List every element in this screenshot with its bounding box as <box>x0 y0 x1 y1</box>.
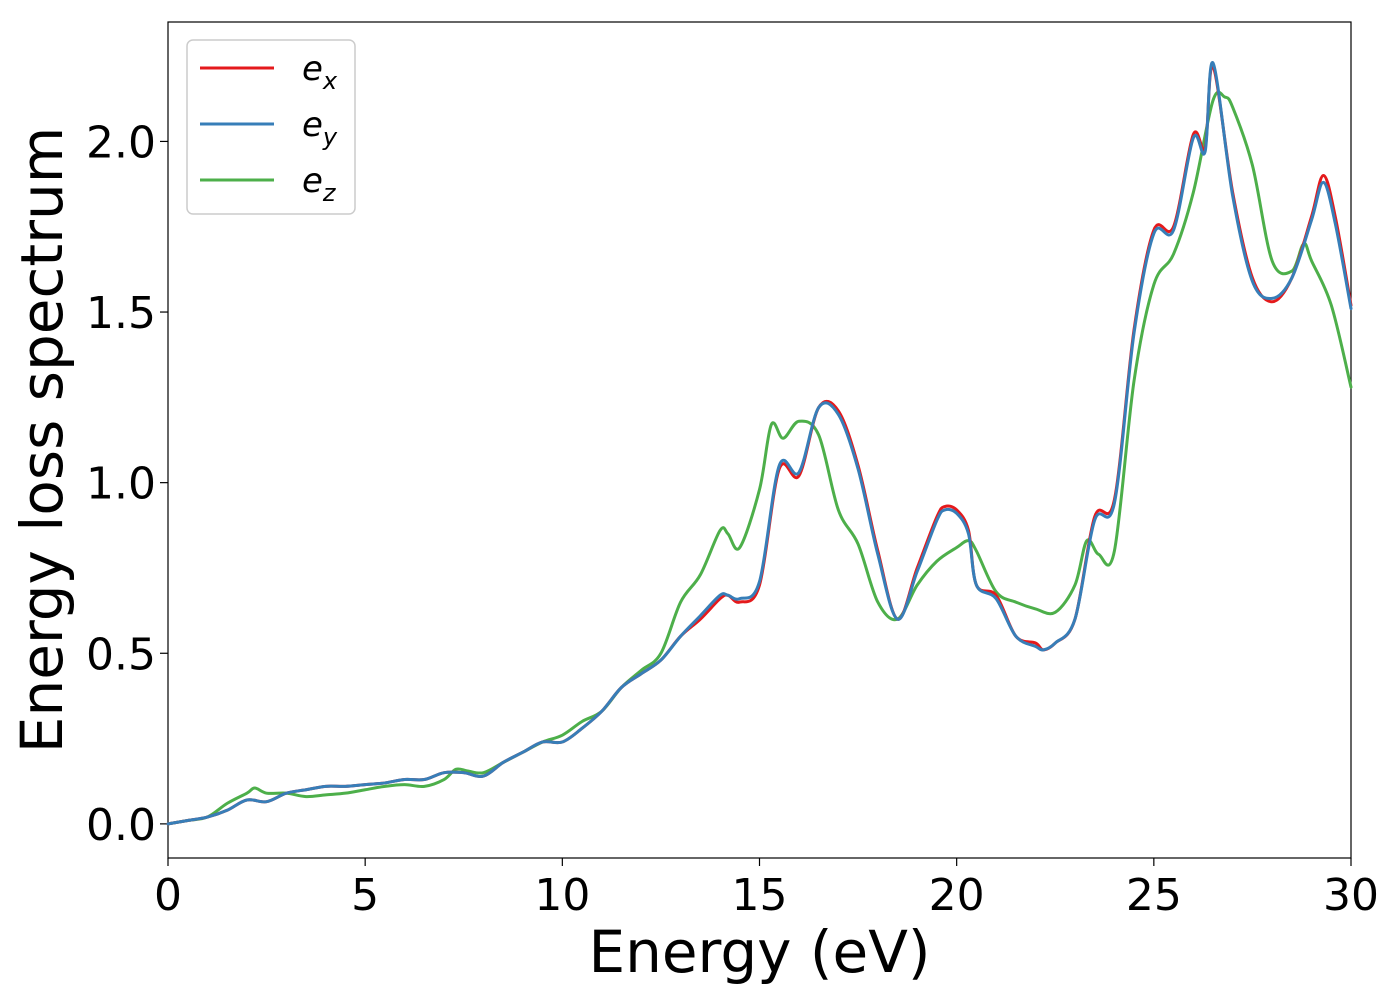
y-tick-label: 0.0 <box>86 800 156 851</box>
legend: ex ey ez <box>186 39 356 215</box>
x-tick-label: 25 <box>1126 870 1182 921</box>
x-tick-label: 10 <box>534 870 590 921</box>
x-tick-label: 15 <box>732 870 788 921</box>
x-axis-title: Energy (eV) <box>588 918 930 986</box>
series-line-ey <box>166 61 1353 826</box>
legend-label-ez: ez <box>302 161 337 207</box>
legend-label-ex: ex <box>302 49 338 95</box>
y-axis: 0.0 0.5 1.0 1.5 2.0 <box>86 117 168 851</box>
legend-box <box>186 39 356 215</box>
x-tick-label: 5 <box>351 870 379 921</box>
y-tick-label: 1.5 <box>86 288 156 339</box>
y-tick-label: 1.0 <box>86 459 156 510</box>
y-axis-title: Energy loss spectrum <box>8 127 76 753</box>
x-axis: 0 5 10 15 20 25 30 <box>154 858 1379 921</box>
x-tick-label: 30 <box>1323 870 1379 921</box>
series-layer <box>166 61 1353 826</box>
legend-label-ey: ey <box>302 105 338 151</box>
y-tick-label: 2.0 <box>86 117 156 168</box>
x-tick-label: 0 <box>154 870 182 921</box>
series-line-ez <box>166 90 1353 826</box>
y-tick-label: 0.5 <box>86 629 156 680</box>
x-tick-label: 20 <box>929 870 985 921</box>
